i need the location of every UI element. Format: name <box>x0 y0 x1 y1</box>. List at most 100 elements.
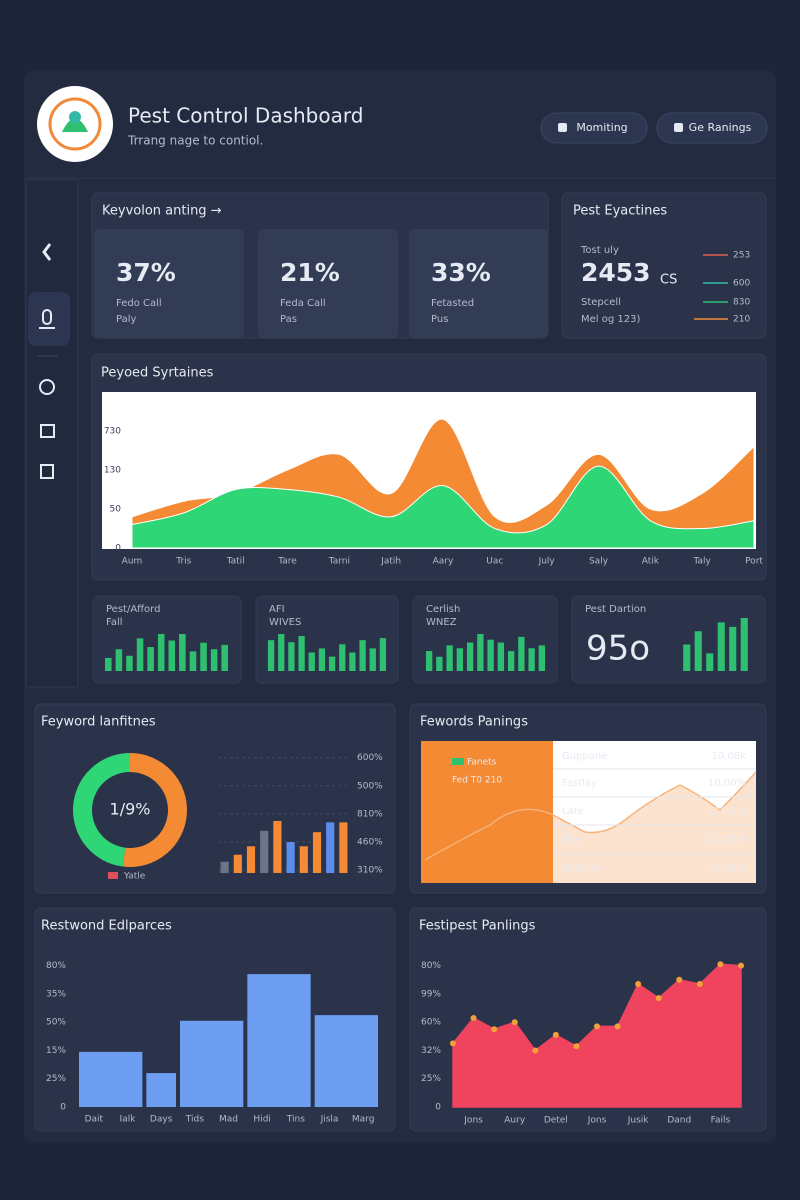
rankings-trend-line <box>424 771 757 861</box>
header-button[interactable] <box>540 112 648 144</box>
card-subtitle: Fall <box>106 617 123 628</box>
bar <box>286 842 295 873</box>
bar <box>146 1073 176 1107</box>
bar <box>168 640 176 671</box>
x-tick-label: Port <box>745 557 763 567</box>
point <box>532 1047 539 1054</box>
bar <box>328 656 336 671</box>
x-tick-label: Tarni <box>328 557 350 567</box>
x-tick-label: Aury <box>504 1116 526 1126</box>
x-tick-label: Taly <box>692 557 711 567</box>
x-tick-label: Dait <box>85 1115 104 1125</box>
area <box>452 963 742 1108</box>
x-tick-label: Tare <box>277 557 297 567</box>
point <box>594 1023 600 1030</box>
x-tick-label: Tins <box>286 1115 305 1125</box>
kpi-value: 21% <box>280 258 340 287</box>
point <box>676 976 683 983</box>
bar <box>318 648 326 671</box>
point <box>511 1019 518 1026</box>
y-tick-label: 600% <box>357 753 383 763</box>
legend-label: 253 <box>733 251 750 261</box>
point <box>717 961 724 968</box>
legend-label: 830 <box>733 298 750 308</box>
bar <box>288 642 295 671</box>
legend-swatch <box>452 758 464 765</box>
x-tick-label: Tris <box>175 557 191 567</box>
bar <box>507 651 515 671</box>
bar <box>466 642 474 671</box>
point <box>470 1014 477 1021</box>
y-tick-label: 80% <box>421 961 441 971</box>
bar <box>260 830 269 873</box>
logo <box>37 86 113 162</box>
x-tick-label: Tatil <box>226 557 245 567</box>
panel-title: Pest Eyactines <box>573 204 667 219</box>
bar <box>425 651 433 671</box>
legend-label: Fanets <box>467 758 497 768</box>
bar <box>379 638 387 671</box>
bar <box>717 622 725 671</box>
card-title: Pest Dartion <box>585 604 646 615</box>
panel-title: Keyvolon anting → <box>102 204 222 219</box>
panel-title: Peyoed Syrtaines <box>101 366 214 381</box>
bar <box>308 652 315 671</box>
bar <box>694 631 702 671</box>
legend-label: 210 <box>733 315 750 325</box>
bar <box>126 655 133 671</box>
x-tick-label: Fails <box>711 1116 731 1126</box>
bar <box>477 634 484 671</box>
bar <box>729 626 737 671</box>
x-tick-label: Uac <box>486 557 503 567</box>
bar <box>200 642 207 671</box>
y-tick-label: 500% <box>357 781 383 791</box>
point <box>614 1023 621 1030</box>
panel <box>571 595 766 684</box>
bar <box>233 854 242 873</box>
summary-value: 2453 <box>581 258 651 287</box>
bar <box>278 634 285 671</box>
panel-title: Restwond Edlparces <box>41 919 172 934</box>
kpi-value: 37% <box>116 258 176 287</box>
rankings-note: Fed T0 210 <box>452 776 502 786</box>
kpi-card <box>258 229 398 338</box>
header-button[interactable] <box>656 112 768 144</box>
x-tick-label: Dand <box>667 1116 691 1126</box>
card-title: Cerlish <box>426 604 460 615</box>
donut-slice <box>72 753 130 867</box>
point <box>738 962 744 969</box>
x-tick-label: Aum <box>122 557 143 567</box>
x-tick-label: Mad <box>219 1115 238 1125</box>
summary-line: Stepcell <box>581 297 621 308</box>
point <box>552 1031 559 1038</box>
x-tick-label: Atik <box>642 557 660 567</box>
bar <box>349 652 356 671</box>
legend-label: 600 <box>733 279 750 289</box>
x-tick-label: Jons <box>463 1116 483 1126</box>
card-subtitle: WIVES <box>269 617 301 628</box>
row-name: Ally <box>562 834 580 845</box>
sidebar <box>25 179 79 688</box>
bar <box>314 1015 378 1107</box>
row-name: Fastlay <box>562 778 597 789</box>
y-tick-label: 35% <box>46 989 66 999</box>
row-name: Guppane <box>562 751 607 762</box>
page-title: Pest Control Dashboard <box>128 104 363 128</box>
point <box>635 981 642 988</box>
bar <box>446 645 453 671</box>
row-name: Sesicity <box>562 863 601 874</box>
y-tick-label: 0 <box>60 1103 66 1113</box>
bar <box>179 634 186 671</box>
row-value: 110,0% <box>708 806 746 817</box>
y-tick-label: 80% <box>46 961 66 971</box>
y-tick-label: 310% <box>357 866 383 876</box>
row-value: 10,00% <box>708 863 746 874</box>
bar <box>538 645 546 671</box>
kpi-card <box>94 229 244 338</box>
x-tick-label: Detel <box>544 1116 568 1126</box>
row-value: 10,25% <box>708 834 746 845</box>
bar <box>147 647 154 671</box>
y-tick-label: 0 <box>435 1103 441 1113</box>
kpi-sub: Pas <box>280 314 297 325</box>
